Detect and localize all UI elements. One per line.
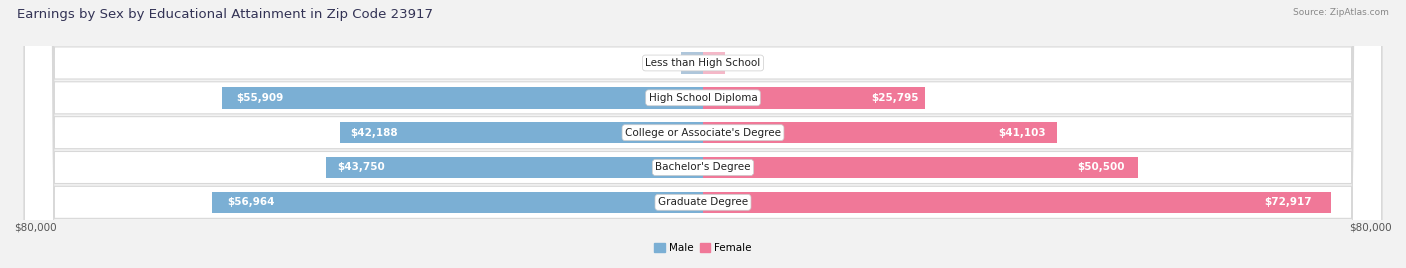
- FancyBboxPatch shape: [24, 0, 1382, 268]
- Text: $72,917: $72,917: [1264, 197, 1312, 207]
- Text: $55,909: $55,909: [236, 93, 283, 103]
- Text: Earnings by Sex by Educational Attainment in Zip Code 23917: Earnings by Sex by Educational Attainmen…: [17, 8, 433, 21]
- Text: $0: $0: [735, 58, 749, 68]
- Text: Graduate Degree: Graduate Degree: [658, 197, 748, 207]
- FancyBboxPatch shape: [24, 0, 1382, 268]
- Legend: Male, Female: Male, Female: [654, 243, 752, 253]
- Bar: [326, 157, 703, 178]
- Bar: [703, 122, 1057, 143]
- FancyBboxPatch shape: [24, 0, 1382, 268]
- Bar: [703, 192, 1331, 213]
- Text: $0: $0: [657, 58, 671, 68]
- FancyBboxPatch shape: [24, 0, 1382, 268]
- Bar: [703, 157, 1137, 178]
- FancyBboxPatch shape: [24, 0, 1382, 268]
- Text: $80,000: $80,000: [1350, 222, 1392, 233]
- Text: $42,188: $42,188: [350, 128, 398, 138]
- Text: High School Diploma: High School Diploma: [648, 93, 758, 103]
- Text: Source: ZipAtlas.com: Source: ZipAtlas.com: [1294, 8, 1389, 17]
- Text: $43,750: $43,750: [337, 162, 385, 173]
- Bar: [222, 87, 703, 109]
- Bar: [212, 192, 703, 213]
- Text: Less than High School: Less than High School: [645, 58, 761, 68]
- Bar: [703, 87, 925, 109]
- Bar: [703, 52, 724, 74]
- Text: $80,000: $80,000: [14, 222, 56, 233]
- Text: College or Associate's Degree: College or Associate's Degree: [626, 128, 780, 138]
- Text: Bachelor's Degree: Bachelor's Degree: [655, 162, 751, 173]
- Text: $56,964: $56,964: [228, 197, 274, 207]
- Text: $41,103: $41,103: [998, 128, 1046, 138]
- Bar: [682, 52, 703, 74]
- Text: $25,795: $25,795: [870, 93, 918, 103]
- Text: $50,500: $50,500: [1077, 162, 1125, 173]
- Bar: [340, 122, 703, 143]
